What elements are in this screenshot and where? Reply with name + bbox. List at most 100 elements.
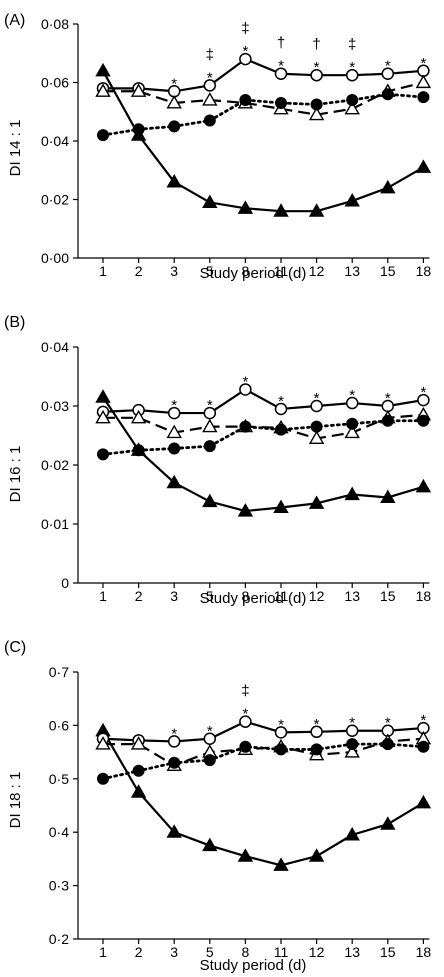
- x-tick-label: 1: [99, 588, 107, 604]
- data-point: [167, 406, 181, 420]
- panel-c-plot: 0·20·30·40·50·60·71 2 3 5 8 11 12 13 15 18* **‡* * *…: [49, 664, 432, 960]
- data-point: [308, 848, 325, 862]
- data-point: [308, 203, 325, 217]
- data-point: [345, 68, 359, 82]
- significance-mark: *: [420, 384, 426, 401]
- data-point: [345, 724, 359, 737]
- data-point: [310, 98, 323, 111]
- significance-mark: *: [314, 390, 320, 407]
- panel-a-ylabel: DI 14 : 1: [7, 120, 24, 177]
- data-point: [130, 409, 147, 424]
- significance-mark: *: [278, 716, 284, 733]
- panel-b-xlabel: Study period (d): [200, 590, 307, 607]
- y-tick-label: 0·01: [41, 516, 69, 532]
- data-point: [132, 123, 145, 136]
- x-tick-label: 3: [170, 944, 178, 960]
- y-tick-label: 0·5: [49, 771, 69, 787]
- y-tick-label: 0·7: [49, 664, 69, 680]
- data-point: [95, 62, 111, 77]
- data-point: [344, 100, 360, 115]
- panel-b-plot: 00·010·020·030·041 2 3 5 8 11 12 13 15 18* *** * * * *: [41, 339, 431, 604]
- significance-mark: *: [349, 715, 355, 732]
- significance-mark: *: [171, 397, 177, 414]
- data-point: [130, 784, 147, 798]
- data-point: [344, 424, 360, 439]
- data-point: [380, 179, 396, 194]
- data-point: [203, 440, 216, 453]
- x-tick-label: 12: [309, 944, 325, 960]
- data-point: [310, 399, 323, 413]
- panel-c-label: (C): [4, 639, 26, 656]
- data-point: [166, 474, 182, 489]
- data-point: [346, 94, 359, 107]
- series-line: [101, 742, 425, 781]
- data-point: [274, 726, 288, 739]
- significance-mark: ‡: [241, 20, 249, 37]
- data-point: [239, 52, 252, 66]
- significance-mark: *: [314, 59, 320, 76]
- x-tick-label: 12: [309, 263, 325, 279]
- data-point: [275, 423, 287, 436]
- data-point: [308, 495, 325, 509]
- series-line: [103, 57, 424, 93]
- significance-mark: *: [349, 59, 355, 76]
- data-point: [239, 420, 252, 433]
- panel-a-label: (A): [4, 12, 25, 29]
- x-tick-label: 18: [416, 944, 432, 960]
- series-line: [103, 413, 424, 440]
- data-point: [380, 489, 396, 504]
- data-point: [95, 736, 111, 750]
- x-tick-label: 1: [99, 944, 107, 960]
- data-point: [381, 738, 394, 751]
- data-point: [166, 424, 182, 439]
- significance-mark: ‡: [206, 46, 214, 63]
- data-point: [168, 756, 181, 769]
- x-tick-label: 3: [170, 588, 178, 604]
- data-point: [417, 91, 430, 104]
- data-point: [346, 417, 359, 430]
- panel-c-ylabel: DI 18 : 1: [7, 772, 24, 829]
- y-tick-label: 0·06: [41, 75, 69, 91]
- data-point: [166, 824, 182, 838]
- data-point: [344, 826, 360, 841]
- x-tick-label: 13: [344, 263, 360, 279]
- significance-mark: *: [385, 390, 391, 407]
- data-point: [417, 414, 430, 427]
- data-point: [202, 837, 218, 852]
- series-line: [103, 81, 424, 116]
- x-tick-label: 15: [380, 263, 396, 279]
- data-point: [95, 409, 111, 424]
- data-point: [308, 430, 325, 445]
- x-tick-label: 2: [135, 263, 143, 279]
- panel-a: (A) DI 14 : 1 Study period (d) 0·00 0·02 0…: [4, 12, 431, 282]
- data-point: [202, 194, 218, 209]
- significance-mark: *: [242, 706, 248, 723]
- x-tick-label: 13: [344, 944, 360, 960]
- panel-a-plot: 0·000·020·040·060·081 2 3 5 8 11 12 13 15 18* *‡ *‡…: [41, 16, 431, 279]
- x-tick-label: 11: [274, 944, 289, 960]
- data-point: [344, 744, 360, 758]
- data-point: [346, 738, 359, 751]
- data-point: [202, 493, 218, 508]
- significance-mark: *: [420, 55, 426, 72]
- data-point: [203, 114, 216, 127]
- significance-mark: *: [314, 716, 320, 733]
- data-point: [166, 174, 182, 188]
- x-tick-label: 5: [206, 588, 214, 604]
- data-point: [168, 442, 181, 455]
- data-point: [239, 94, 252, 107]
- x-tick-label: 5: [206, 263, 214, 279]
- significance-mark: *: [171, 725, 177, 742]
- significance-mark: *: [207, 397, 213, 414]
- data-point: [344, 193, 360, 207]
- y-tick-label: 0·4: [49, 824, 69, 840]
- x-tick-label: 8: [242, 588, 250, 604]
- data-point: [97, 129, 109, 142]
- significance-mark: *: [242, 373, 248, 390]
- significance-mark: *: [420, 712, 426, 729]
- series-line: [102, 396, 424, 513]
- data-point: [310, 68, 323, 82]
- panel-b: (B) DI 16 : 1 Study period (d) 0 0·01 0·02…: [4, 314, 431, 607]
- significance-mark: †: [312, 36, 320, 53]
